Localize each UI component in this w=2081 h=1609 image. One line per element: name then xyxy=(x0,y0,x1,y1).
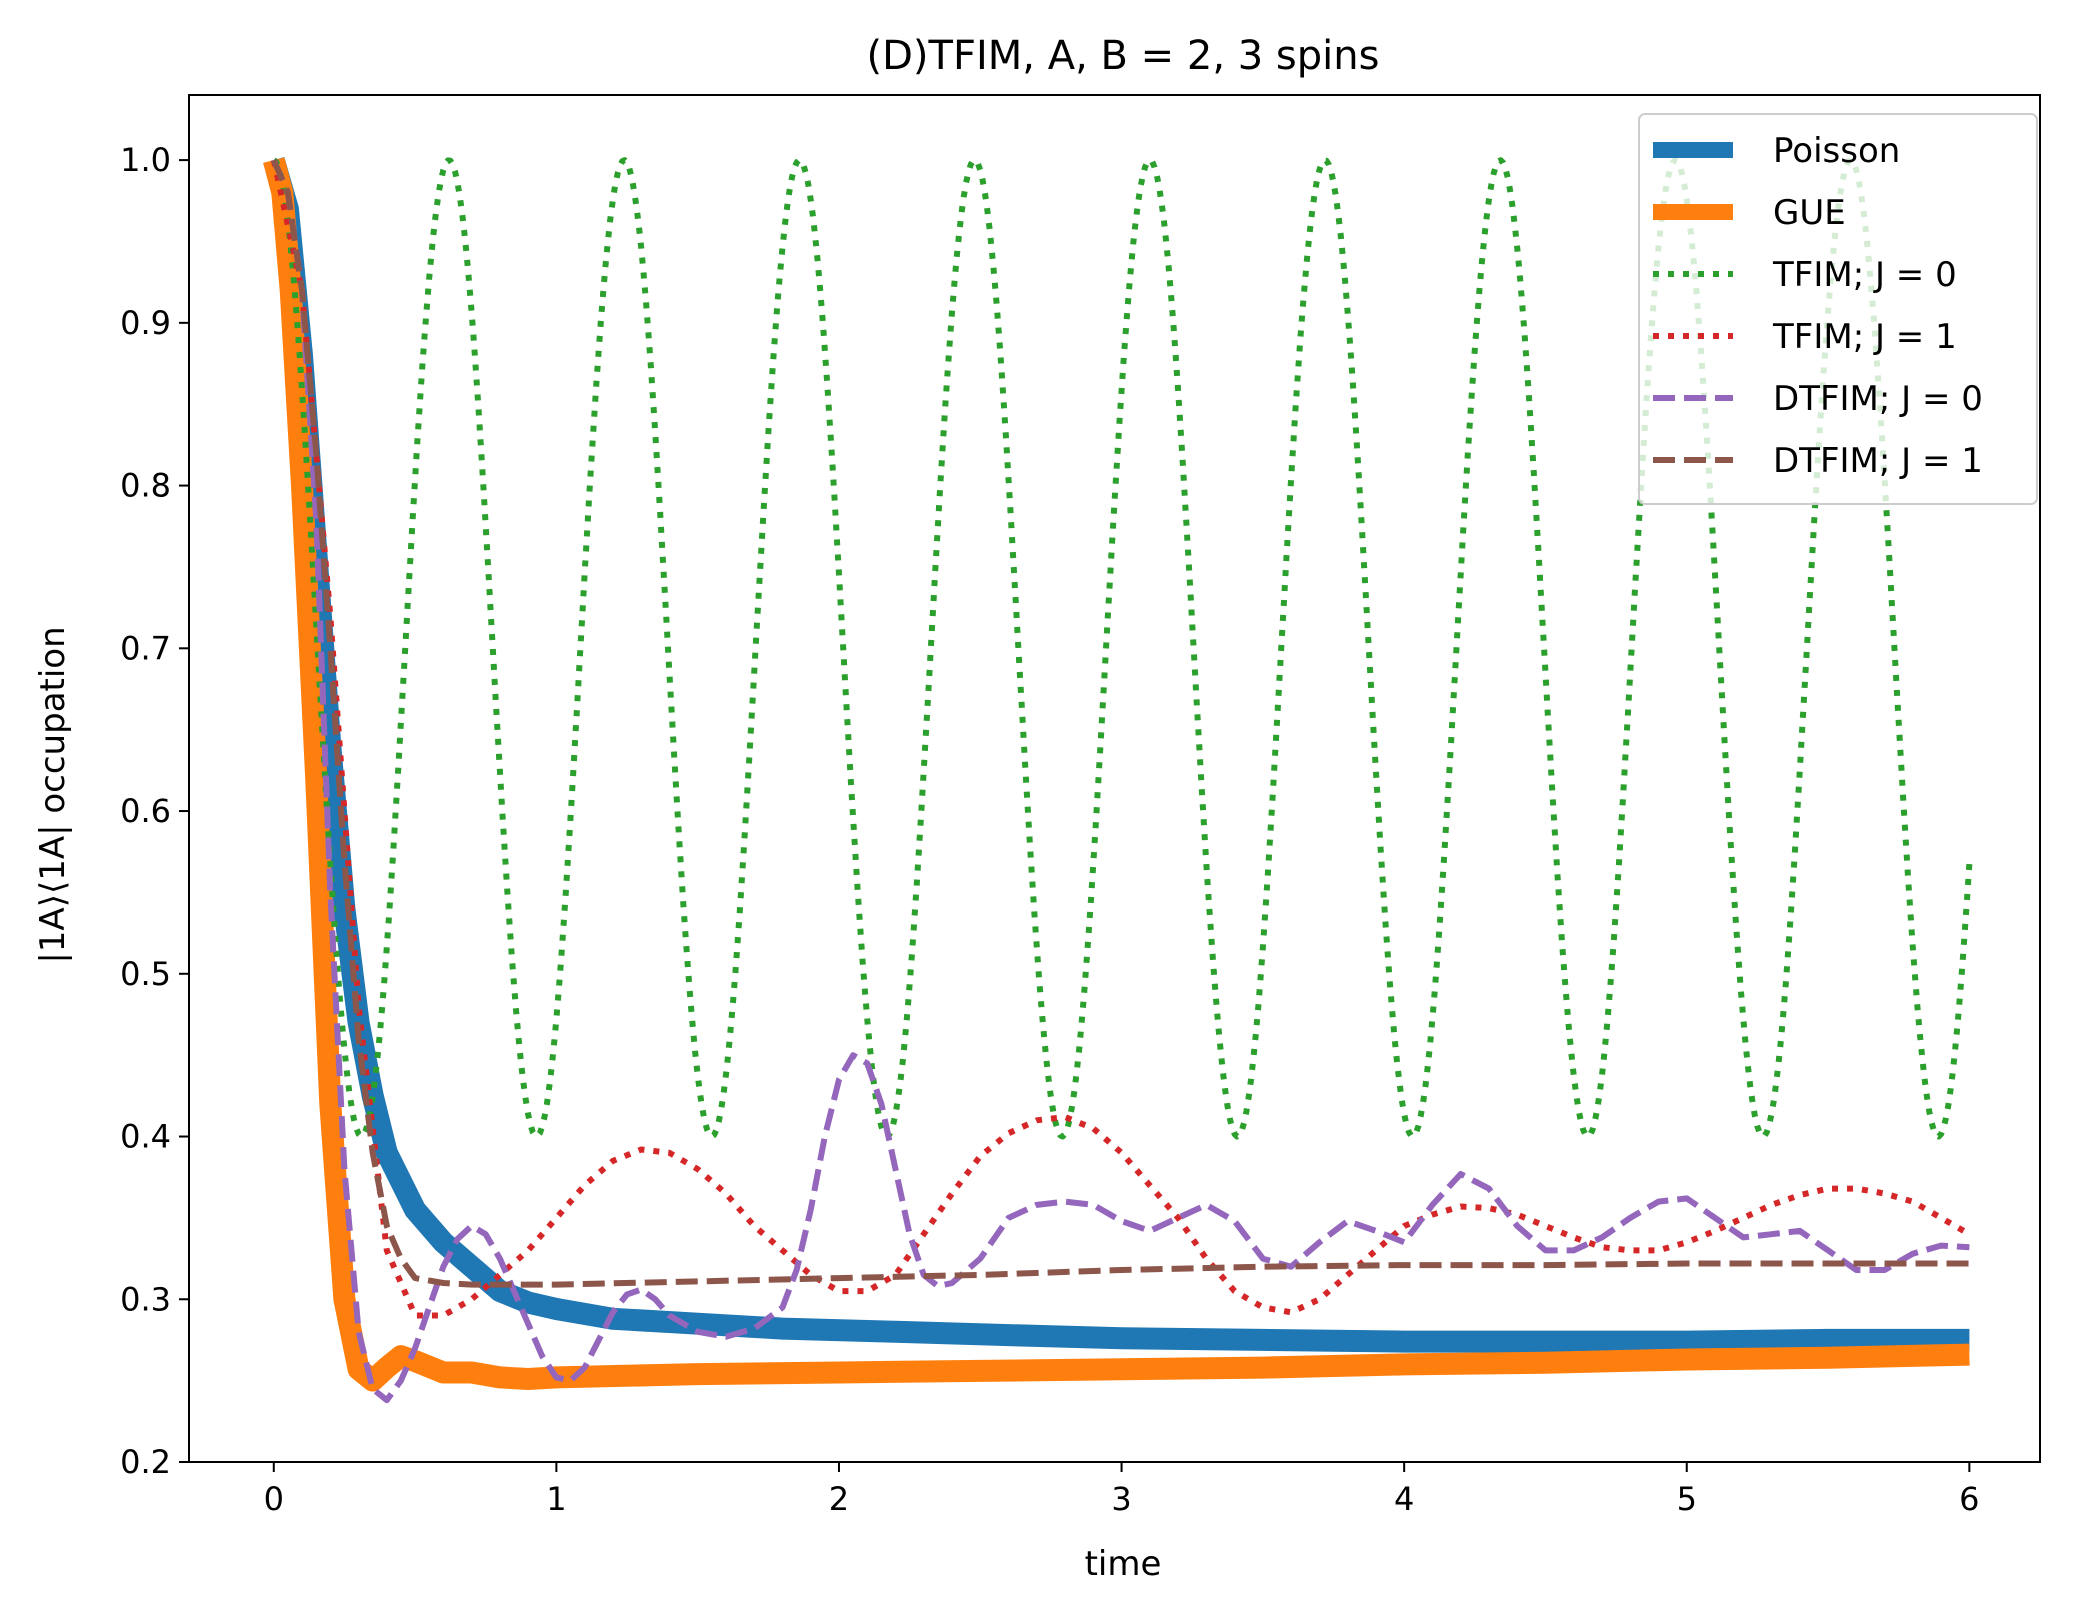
legend-label: DTFIM; J = 0 xyxy=(1773,379,1983,419)
chart-title: (D)TFIM, A, B = 2, 3 spins xyxy=(867,33,1380,79)
legend: Poisson GUE TFIM; J = 0 TFIM; J = 1 DTFIM; J… xyxy=(1638,113,2038,505)
x-tick-label: 0 xyxy=(264,1480,284,1518)
y-tick-label: 0.2 xyxy=(120,1443,171,1481)
series-line-dtfim-j-1 xyxy=(271,158,1970,1288)
legend-label: TFIM; J = 1 xyxy=(1772,317,1957,357)
x-tick-label: 3 xyxy=(1111,1480,1131,1518)
axes: 0 1 2 3 4 5 6 0.2 0.3 0.4 0.5 0.6 0.7 0.8 0.9 1.0 xyxy=(120,94,2041,1518)
series-line-dtfim-j-0 xyxy=(271,158,1970,1404)
plot-frame xyxy=(188,94,2041,1463)
legend-label: TFIM; J = 0 xyxy=(1772,255,1957,295)
y-tick-label: 0.9 xyxy=(120,304,171,342)
series-line-poisson xyxy=(263,157,1970,1353)
x-axis-label: time xyxy=(1085,1544,1162,1584)
y-tick-label: 1.0 xyxy=(120,141,171,179)
y-tick-label: 0.6 xyxy=(120,792,171,830)
y-axis-label: |1A⟩⟨1A| occupation xyxy=(33,626,73,963)
legend-label: Poisson xyxy=(1773,131,1900,171)
x-tick-label: 2 xyxy=(829,1480,849,1518)
y-tick-label: 0.8 xyxy=(120,467,171,505)
legend-label: DTFIM; J = 1 xyxy=(1773,441,1983,481)
y-tick-label: 0.5 xyxy=(120,955,171,993)
legend-label: GUE xyxy=(1773,193,1846,233)
series-line-gue xyxy=(263,157,1970,1392)
y-tick-label: 0.7 xyxy=(120,629,171,667)
x-tick-label: 1 xyxy=(546,1480,566,1518)
x-tick-label: 4 xyxy=(1394,1480,1414,1518)
legend-box xyxy=(1638,113,2038,505)
y-tick-label: 0.3 xyxy=(120,1280,171,1318)
x-tick-label: 5 xyxy=(1677,1480,1697,1518)
x-tick-label: 6 xyxy=(1959,1480,1979,1518)
y-tick-label: 0.4 xyxy=(120,1118,171,1156)
